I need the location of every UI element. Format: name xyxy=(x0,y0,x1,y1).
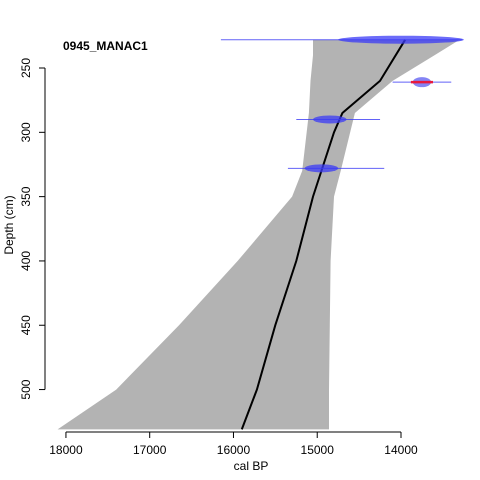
core-title: 0945_MANAC1 xyxy=(63,39,148,53)
median-age-line xyxy=(240,39,407,430)
axes: 18000 17000 16000 15000 14000 250 300 350 400 450… xyxy=(19,58,418,457)
y-tick-label-350: 350 xyxy=(19,186,33,206)
y-tick-label-450: 450 xyxy=(19,315,33,335)
date-probability-blob xyxy=(304,164,339,173)
date-probability-blob xyxy=(313,115,347,124)
y-tick-label-250: 250 xyxy=(19,58,33,78)
x-axis-title: cal BP xyxy=(234,459,269,473)
dated-sample-2 xyxy=(392,77,452,88)
x-tick-label-17000: 17000 xyxy=(133,443,167,457)
x-tick-label-14000: 14000 xyxy=(384,443,418,457)
x-tick-label-16000: 16000 xyxy=(217,443,251,457)
dated-sample-1 xyxy=(220,35,464,44)
dated-sample-4 xyxy=(287,164,385,173)
dated-sample-3 xyxy=(296,115,381,124)
plot-area xyxy=(57,39,460,430)
date-probability-blob xyxy=(338,35,464,44)
dated-samples xyxy=(220,35,464,173)
x-tick-label-15000: 15000 xyxy=(301,443,335,457)
x-tick-label-18000: 18000 xyxy=(49,443,83,457)
y-tick-label-400: 400 xyxy=(19,251,33,271)
y-tick-label-500: 500 xyxy=(19,379,33,399)
y-axis-title: Depth (cm) xyxy=(2,195,16,254)
uncertainty-envelope xyxy=(57,39,460,430)
y-tick-label-300: 300 xyxy=(19,122,33,142)
